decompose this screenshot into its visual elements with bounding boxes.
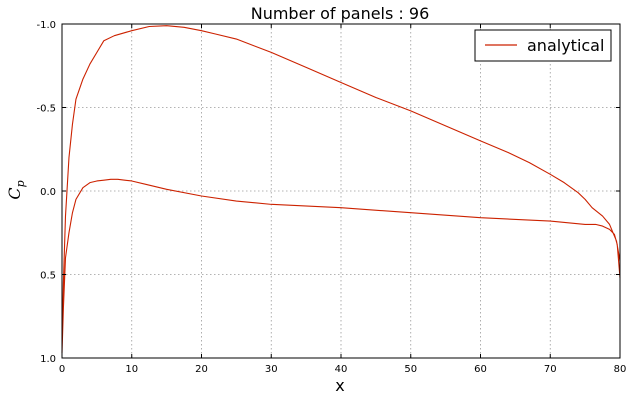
y-axis-label-main: C bbox=[5, 187, 24, 199]
chart-title: Number of panels : 96 bbox=[251, 4, 430, 23]
y-axis-label-sub: p bbox=[14, 180, 27, 187]
legend-label-analytical: analytical bbox=[527, 36, 604, 55]
x-axis-label: x bbox=[335, 376, 344, 395]
grid bbox=[62, 24, 620, 358]
y-tick-label: 1.0 bbox=[40, 354, 56, 365]
x-tick-label: 70 bbox=[544, 364, 557, 375]
y-tick-label: -0.5 bbox=[36, 104, 56, 115]
y-tick-label: 0.0 bbox=[40, 187, 56, 198]
legend: analytical bbox=[474, 29, 612, 62]
x-tick-label: 0 bbox=[59, 364, 65, 375]
x-tick-label: 80 bbox=[614, 364, 627, 375]
y-tick-label: 0.5 bbox=[40, 271, 56, 282]
plot-frame bbox=[61, 23, 621, 359]
svg-text:Cp: Cp bbox=[5, 180, 27, 199]
ticks: 0 10 20 30 40 50 60 70 80 -1.0 -0.5 0.0 0.5 1.0 bbox=[36, 20, 626, 375]
x-tick-label: 10 bbox=[125, 364, 138, 375]
x-tick-label: 60 bbox=[474, 364, 487, 375]
y-axis-label: Cp bbox=[5, 180, 27, 199]
x-tick-label: 20 bbox=[195, 364, 208, 375]
x-tick-label: 40 bbox=[335, 364, 348, 375]
series-line-analytical bbox=[61, 25, 621, 354]
series-layer bbox=[61, 25, 621, 354]
x-tick-label: 30 bbox=[265, 364, 278, 375]
y-tick-label: -1.0 bbox=[36, 20, 56, 31]
x-tick-label: 50 bbox=[404, 364, 417, 375]
